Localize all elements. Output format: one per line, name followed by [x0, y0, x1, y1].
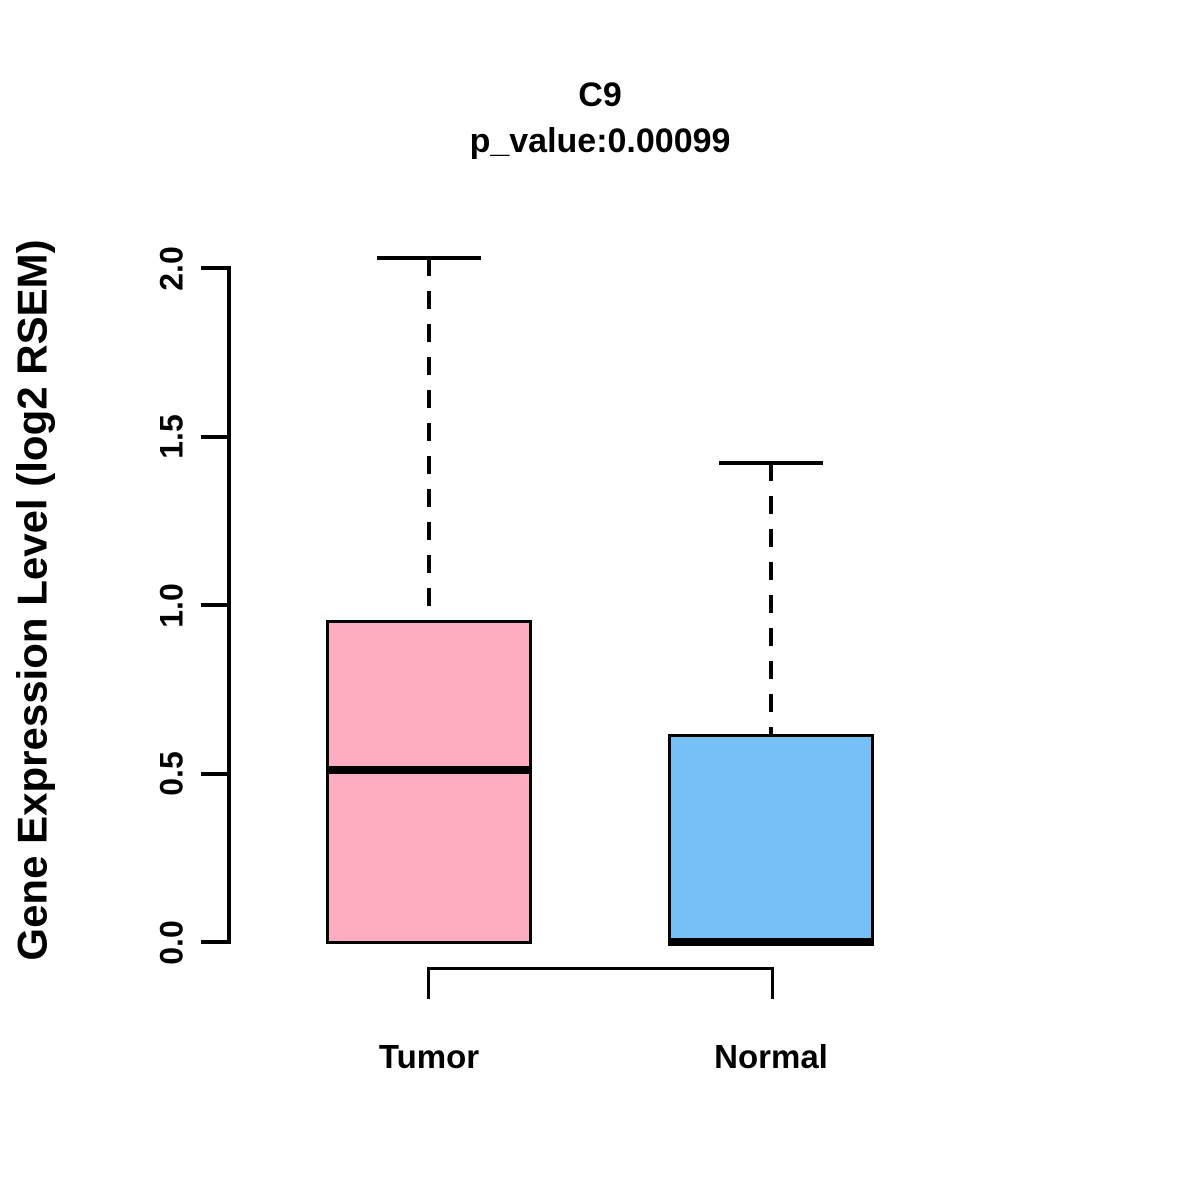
y-tick-mark [201, 603, 229, 607]
median-line [326, 766, 532, 775]
y-tick-mark [201, 266, 229, 270]
whisker-line [427, 257, 431, 622]
y-axis-line [227, 266, 231, 944]
y-tick-mark [201, 940, 229, 944]
whisker-cap [719, 461, 823, 466]
whisker-line [769, 463, 773, 737]
median-line [668, 938, 874, 946]
whisker-cap [377, 255, 481, 260]
y-tick-mark [201, 434, 229, 439]
y-tick-mark [201, 771, 229, 776]
significance-bracket [427, 967, 774, 999]
chart-title: C9 [578, 76, 622, 114]
box-normal [668, 734, 874, 944]
box-tumor [326, 619, 532, 944]
chart-subtitle: p_value:0.00099 [469, 122, 731, 160]
